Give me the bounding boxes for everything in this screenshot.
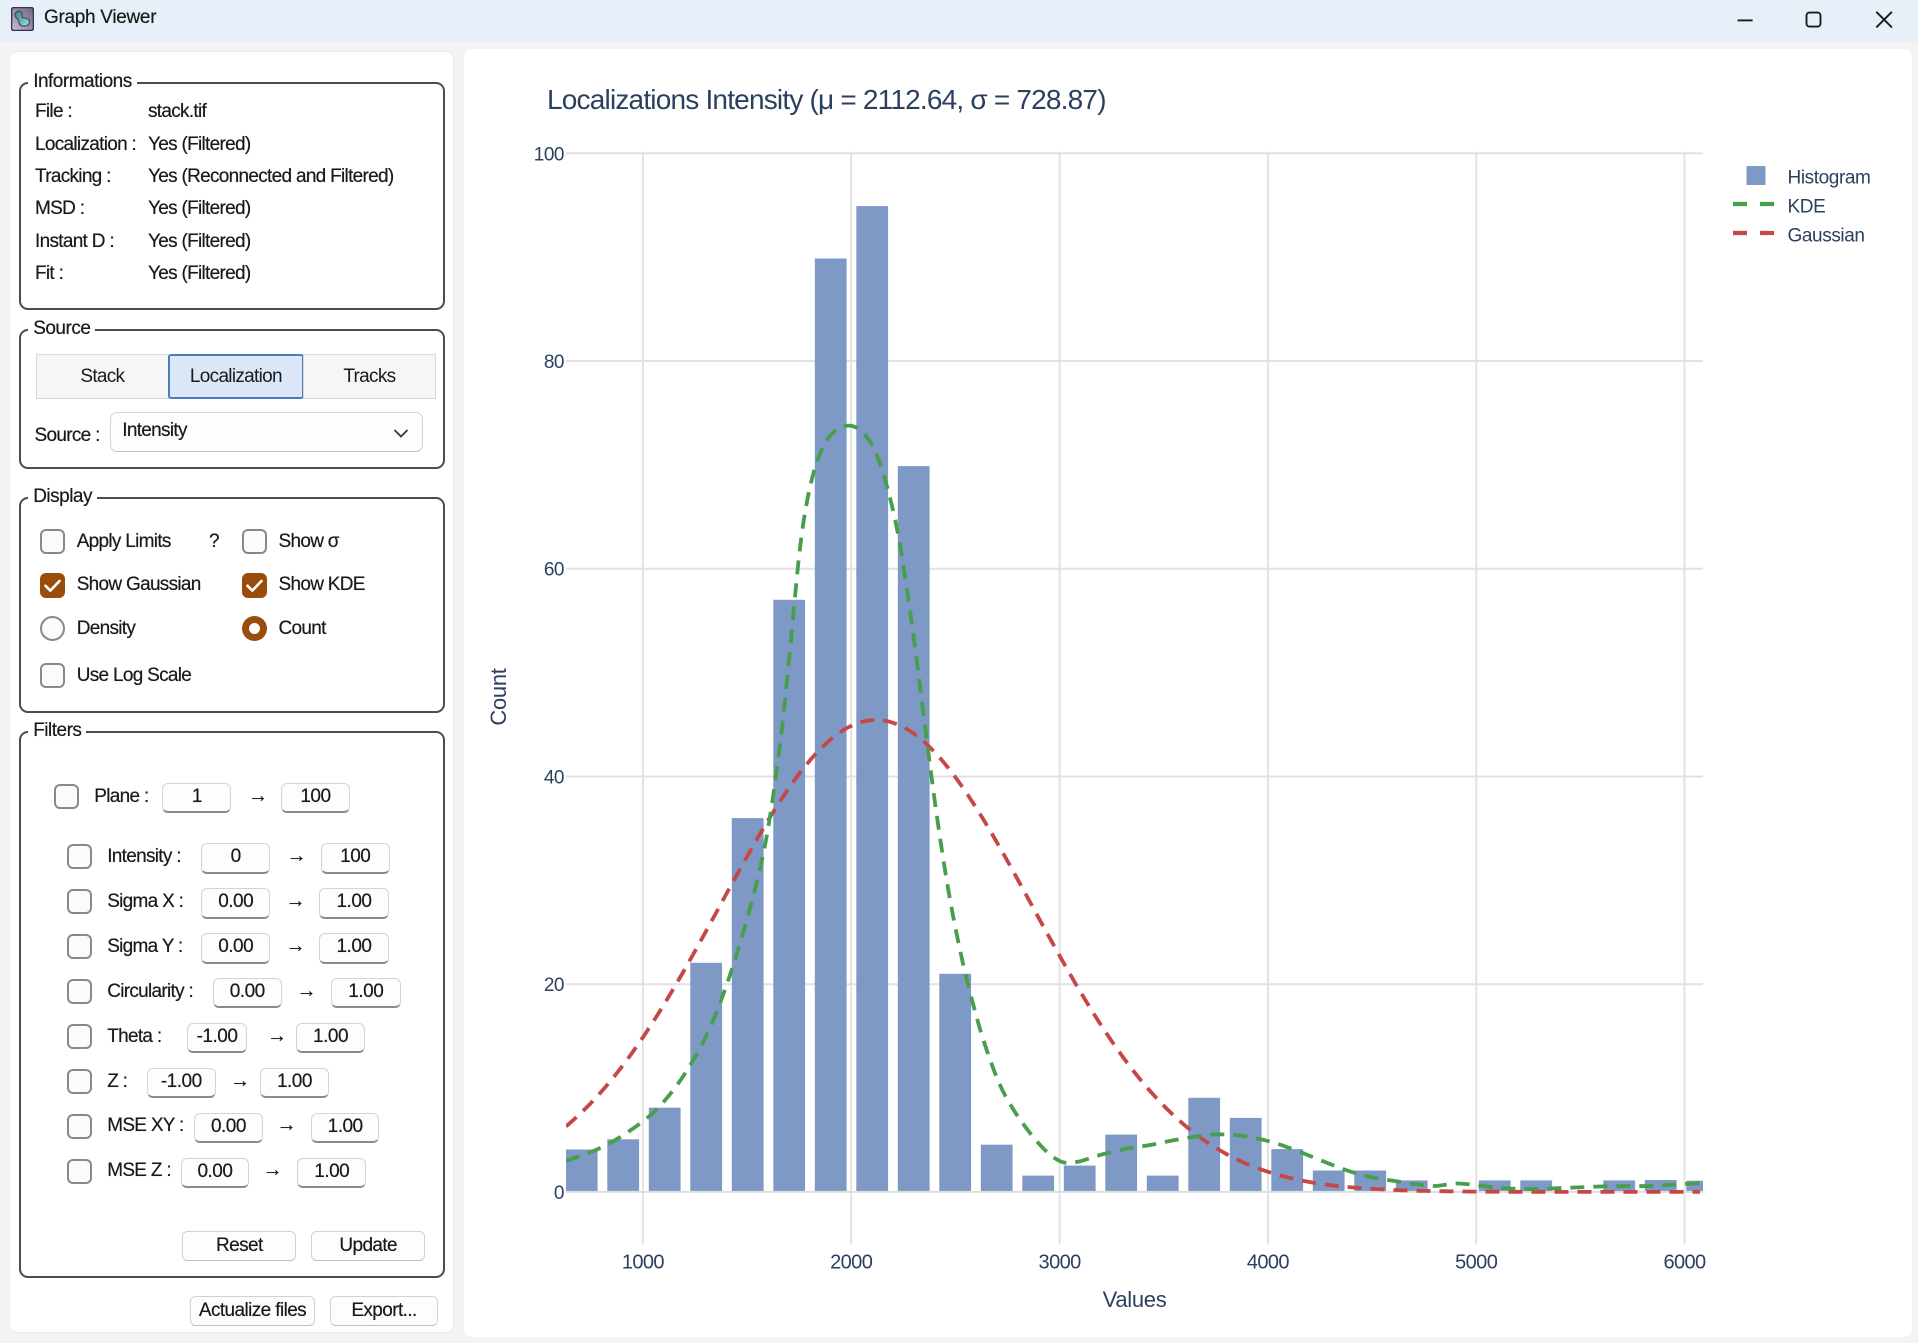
svg-text:Values: Values [1103,1287,1167,1312]
svg-text:5000: 5000 [1455,1252,1498,1274]
svg-text:KDE: KDE [1788,196,1826,217]
svg-text:1000: 1000 [622,1252,665,1274]
svg-text:Gaussian: Gaussian [1788,225,1865,246]
svg-text:2000: 2000 [830,1252,873,1274]
svg-text:0: 0 [554,1183,564,1204]
svg-text:Histogram: Histogram [1788,167,1871,188]
svg-text:Count: Count [486,668,511,725]
svg-text:80: 80 [544,352,564,373]
svg-text:40: 40 [544,768,564,789]
svg-text:20: 20 [544,975,564,996]
svg-text:3000: 3000 [1039,1252,1082,1274]
svg-text:6000: 6000 [1663,1252,1706,1274]
svg-text:4000: 4000 [1247,1252,1290,1274]
svg-text:Localizations Intensity (μ = 2: Localizations Intensity (μ = 2112.64, σ … [547,84,1106,115]
svg-text:100: 100 [534,144,564,165]
svg-text:60: 60 [544,560,564,581]
